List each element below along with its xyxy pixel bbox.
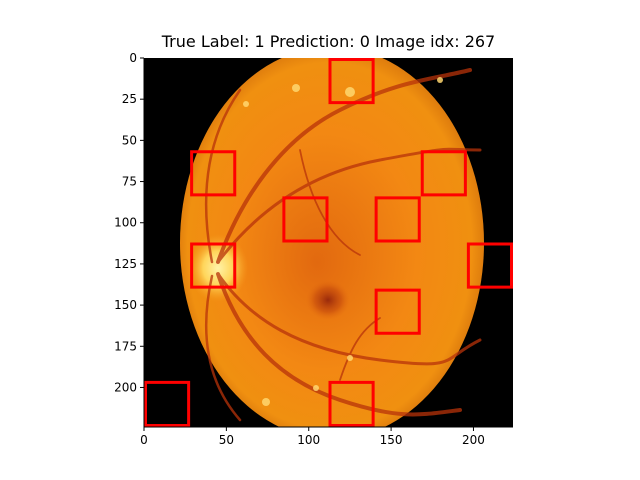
y-tick-label: 75 (122, 175, 137, 189)
highlight-box (420, 150, 467, 197)
highlight-box (190, 242, 237, 289)
y-tick-label: 25 (122, 92, 137, 106)
x-tick-label: 0 (140, 433, 148, 447)
y-tick-label: 200 (114, 380, 137, 394)
y-tick-label: 125 (114, 257, 137, 271)
highlight-box (328, 380, 375, 427)
highlight-box (328, 58, 375, 105)
y-tick-label: 50 (122, 133, 137, 147)
highlight-box (374, 196, 421, 243)
highlight-box (144, 380, 191, 427)
highlight-box (466, 242, 513, 289)
axes-frame (143, 58, 513, 428)
x-tick-label: 100 (297, 433, 320, 447)
highlight-box (374, 288, 421, 335)
figure-title: True Label: 1 Prediction: 0 Image idx: 2… (161, 32, 496, 51)
highlight-boxes (144, 58, 513, 427)
x-tick-label: 150 (380, 433, 403, 447)
y-axis: 0 25 50 75 100 125 150 175 200 (114, 51, 144, 394)
x-axis: 0 50 100 150 200 (140, 427, 485, 447)
x-tick-label: 200 (462, 433, 485, 447)
highlight-box (282, 196, 329, 243)
y-tick-label: 175 (114, 339, 137, 353)
x-tick-label: 50 (219, 433, 234, 447)
y-tick-label: 100 (114, 216, 137, 230)
y-tick-label: 150 (114, 298, 137, 312)
y-tick-label: 0 (129, 51, 137, 65)
highlight-box (190, 150, 237, 197)
